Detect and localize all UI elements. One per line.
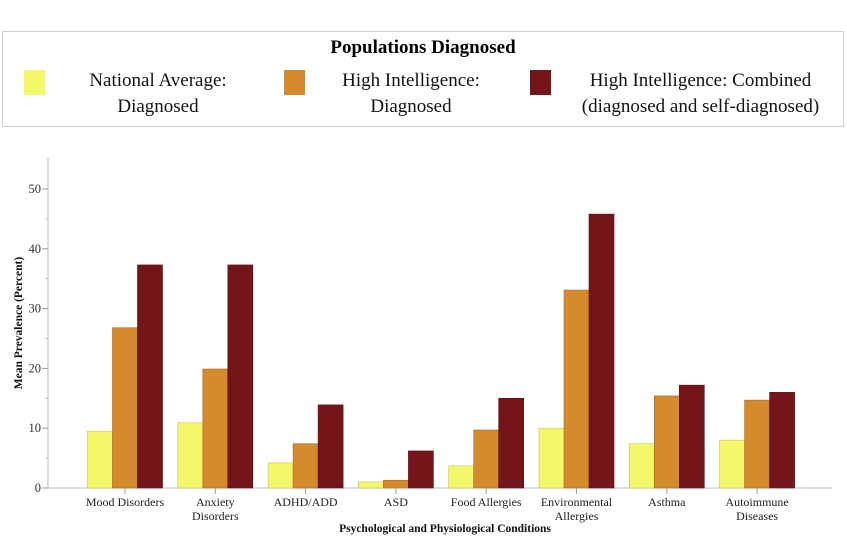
bar: [473, 429, 500, 489]
x-category-label: Diseases: [736, 509, 778, 523]
bar: [628, 443, 655, 489]
bar: [653, 395, 680, 489]
bar: [177, 422, 204, 489]
bar: [292, 443, 319, 489]
y-tick-label: 40: [29, 242, 42, 256]
y-axis-title: Mean Prevalence (Percent): [13, 257, 25, 390]
bar: [267, 462, 294, 489]
bar: [202, 368, 229, 489]
legend-swatch: [24, 70, 45, 95]
y-tick-label: 30: [29, 302, 42, 316]
y-tick-label: 50: [29, 182, 42, 196]
legend-label: High Intelligence: Combined (diagnosed a…: [563, 68, 838, 120]
bar: [563, 289, 590, 489]
bar: [112, 327, 138, 489]
x-category-label: Disorders: [192, 509, 239, 523]
x-category-label: Food Allergies: [451, 495, 522, 509]
legend-label-line1: High Intelligence:: [342, 70, 480, 91]
legend-label: High Intelligence: Diagnosed: [321, 68, 501, 120]
legend: Populations Diagnosed National Average: …: [2, 31, 844, 127]
bar: [498, 397, 525, 489]
x-axis-title: Psychological and Physiological Conditio…: [339, 523, 551, 535]
bar: [678, 384, 705, 489]
legend-label-line2: Diagnosed: [117, 96, 199, 117]
bar: [227, 264, 254, 489]
bar: [317, 404, 344, 489]
bar: [719, 439, 745, 489]
x-category-label: ASD: [384, 495, 408, 509]
legend-swatch: [284, 70, 305, 95]
x-category-label: Allergies: [555, 509, 599, 523]
bar: [383, 479, 409, 489]
x-category-label: Anxiety: [196, 495, 235, 509]
legend-title: Populations Diagnosed: [330, 37, 516, 58]
bar: [744, 399, 770, 489]
legend-label-line1: National Average:: [89, 70, 227, 91]
x-category-label: ADHD/ADD: [274, 495, 338, 509]
x-category-label: Autoimmune: [725, 495, 788, 509]
y-tick-label: 10: [29, 421, 42, 435]
legend-swatch: [530, 70, 551, 95]
bar: [87, 430, 113, 489]
legend-label-line2: (diagnosed and self-diagnosed): [581, 96, 820, 117]
legend-label-line2: Diagnosed: [370, 96, 452, 117]
y-tick-label: 20: [29, 361, 42, 375]
x-category-label: Asthma: [648, 495, 686, 509]
bar: [588, 213, 615, 489]
y-tick-label: 0: [35, 481, 41, 495]
x-category-label: Environmental: [541, 495, 613, 509]
bar: [448, 465, 475, 489]
bar: [358, 481, 384, 489]
legend-label: National Average: Diagnosed: [68, 68, 248, 120]
x-category-label: Mood Disorders: [86, 495, 165, 509]
legend-label-line1: High Intelligence: Combined: [589, 70, 812, 91]
bar: [408, 450, 434, 489]
bar: [538, 427, 565, 489]
bar: [769, 392, 795, 489]
bar: [137, 264, 163, 489]
